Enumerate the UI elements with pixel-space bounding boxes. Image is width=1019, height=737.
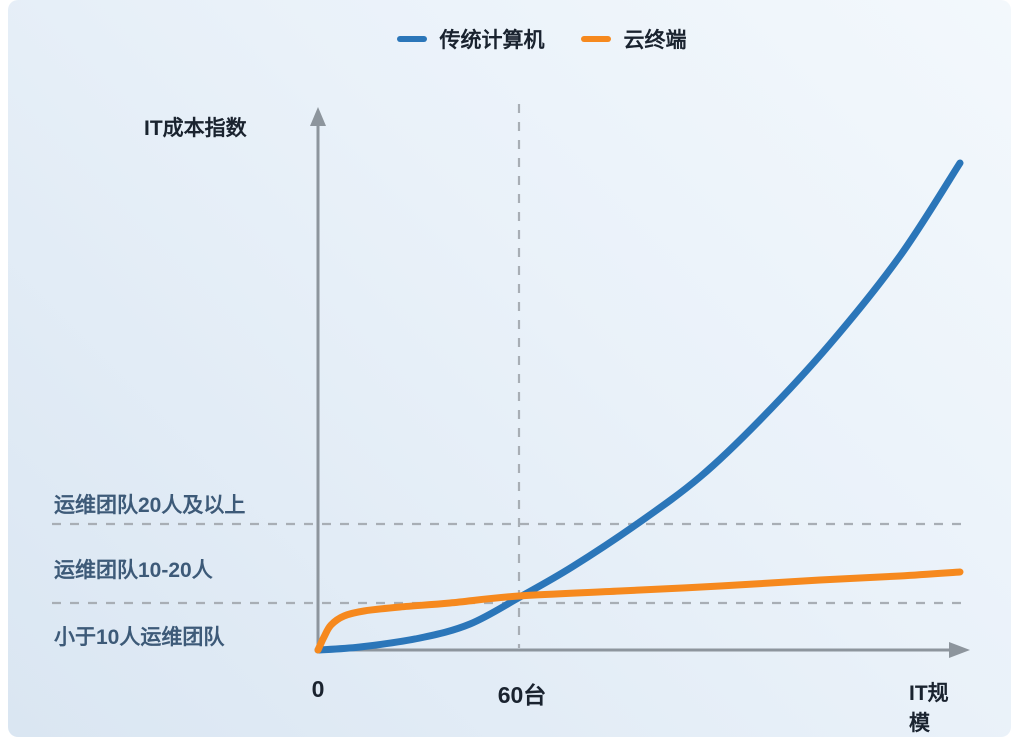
band-label-10-20: 运维团队10-20人 <box>54 559 213 582</box>
legend-label-traditional: 传统计算机 <box>439 29 545 52</box>
legend-label-cloud: 云终端 <box>623 29 687 52</box>
x-axis-arrow-icon <box>949 642 970 658</box>
legend-item-traditional: 传统计算机 <box>396 24 545 54</box>
band-label-under-10: 小于10人运维团队 <box>54 626 225 649</box>
legend-line-cloud-icon <box>580 36 611 42</box>
y-axis-title: IT成本指数 <box>144 117 247 140</box>
legend-item-cloud: 云终端 <box>580 24 687 54</box>
band-label-20-plus: 运维团队20人及以上 <box>54 494 246 517</box>
x-axis-title: IT规模 <box>909 682 949 735</box>
curve-traditional-computer <box>314 159 964 654</box>
y-axis-arrow-icon <box>310 107 326 126</box>
curve-cloud-terminal <box>314 568 964 654</box>
legend-line-traditional-icon <box>396 36 427 42</box>
legend: 传统计算机 云终端 <box>396 24 687 54</box>
x-tick-60: 60台 <box>497 682 547 708</box>
x-tick-0: 0 <box>311 676 325 702</box>
chart-panel <box>8 0 1011 737</box>
